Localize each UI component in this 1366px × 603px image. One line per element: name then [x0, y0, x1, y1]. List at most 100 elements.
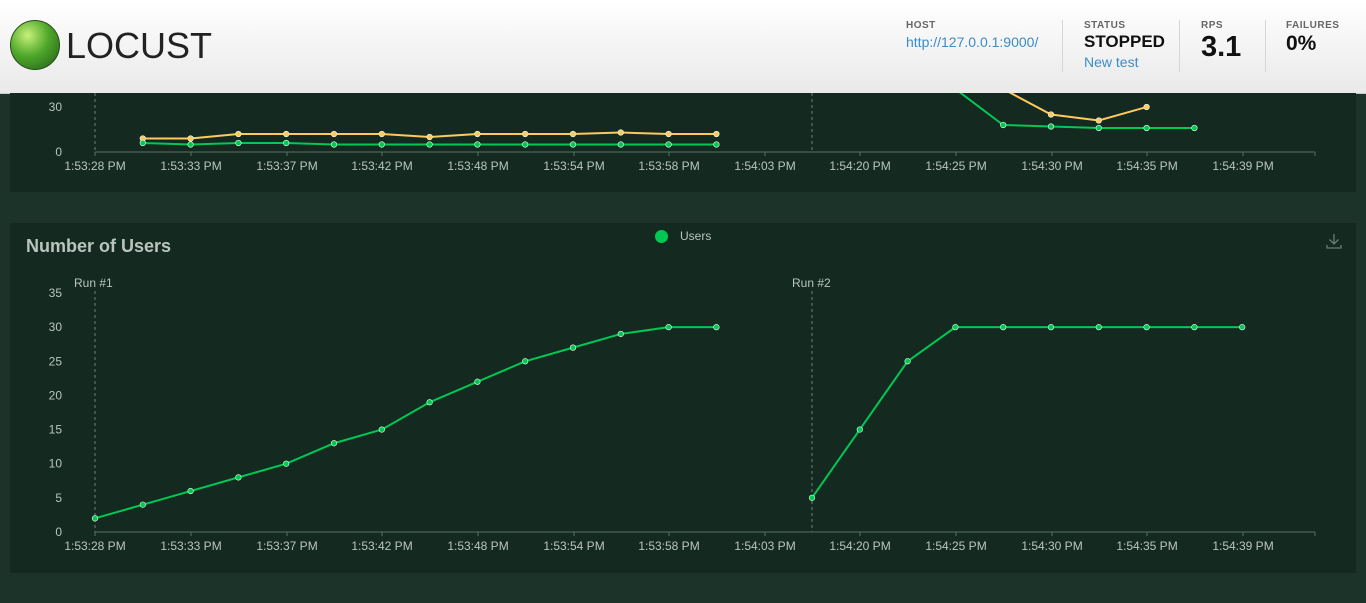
green-series-point [1095, 124, 1102, 132]
users-series-point [426, 399, 433, 406]
green-series-point [235, 139, 242, 147]
green-series-line [954, 88, 1195, 129]
users-series-point [856, 426, 863, 433]
download-icon[interactable] [1326, 233, 1342, 249]
x-tick-label: 1:54:25 PM [925, 159, 986, 173]
users-series-point [904, 358, 911, 365]
users-series-point [1143, 324, 1150, 331]
green-series-point [330, 141, 338, 148]
chart-legend[interactable]: Users [655, 229, 711, 243]
new-test-link[interactable]: New test [1084, 54, 1139, 70]
run-2-annotation: Run #2 [792, 276, 831, 290]
yellow-series-point [330, 130, 338, 138]
users-series-point [522, 358, 529, 365]
x-tick-label: 1:54:35 PM [1116, 539, 1177, 553]
failures-value: 0% [1286, 32, 1317, 55]
x-tick-label: 1:53:48 PM [447, 539, 508, 553]
y-tick-label: 30 [49, 100, 63, 114]
x-tick-label: 1:53:42 PM [351, 539, 412, 553]
yellow-series-point [713, 130, 720, 138]
x-tick-label: 1:53:28 PM [64, 159, 125, 173]
yellow-series-point [283, 130, 290, 138]
users-series-point [330, 440, 338, 447]
rps-label: RPS [1201, 20, 1224, 31]
x-tick-label: 1:54:39 PM [1212, 159, 1273, 173]
green-series-point [713, 141, 720, 148]
x-tick-label: 1:53:37 PM [256, 539, 317, 553]
host-stat: HOST http://127.0.0.1:9000/ [906, 20, 1038, 50]
users-series-point [235, 474, 242, 481]
x-tick-label: 1:54:03 PM [734, 159, 795, 173]
users-series-point [1191, 324, 1198, 331]
yellow-series-point [1143, 103, 1150, 111]
logo-text: LOCUST [66, 25, 213, 66]
yellow-series-point [187, 135, 194, 142]
green-series-point [187, 141, 194, 148]
x-tick-label: 1:54:03 PM [734, 539, 795, 553]
x-tick-label: 1:54:30 PM [1021, 159, 1082, 173]
response-chart: 0 30 1:53:28 PM 1:53:33 PM 1:53:37 PM 1:53:42… [49, 85, 1316, 173]
x-tick-label: 1:54:35 PM [1116, 159, 1177, 173]
yellow-series-point [522, 130, 529, 138]
divider [1179, 20, 1180, 72]
host-link[interactable]: http://127.0.0.1:9000/ [906, 34, 1039, 50]
yellow-series-line [1002, 88, 1147, 122]
users-chart-panel: Number of Users Users 0 5 10 15 20 25 30 35 Run … [10, 223, 1356, 573]
status-value: STOPPED [1084, 32, 1165, 51]
x-tick-label: 1:53:54 PM [543, 159, 604, 173]
green-series-point [283, 139, 290, 147]
yellow-series-point [1047, 111, 1055, 118]
green-series-point [1000, 121, 1007, 129]
x-tick-label: 1:53:58 PM [638, 159, 699, 173]
x-tick-label: 1:54:20 PM [829, 539, 890, 553]
x-tick-label: 1:53:37 PM [256, 159, 317, 173]
y-tick-label: 0 [55, 525, 62, 539]
run-1-annotation: Run #1 [74, 276, 113, 290]
yellow-series-point [235, 130, 242, 138]
y-tick-label: 20 [49, 388, 63, 402]
green-series-point [617, 141, 624, 148]
users-series-point [378, 426, 385, 433]
y-tick-label: 30 [49, 320, 63, 334]
x-tick-label: 1:53:58 PM [638, 539, 699, 553]
users-series-point [713, 324, 720, 331]
users-series-point [1000, 324, 1007, 331]
rps-value: 3.1 [1201, 31, 1242, 63]
users-series-point [187, 487, 194, 495]
x-tick-label: 1:53:48 PM [447, 159, 508, 173]
users-series-point [952, 324, 959, 331]
users-series-point [1095, 324, 1102, 331]
response-chart-panel: 0 30 1:53:28 PM 1:53:33 PM 1:53:37 PM 1:53:42… [10, 85, 1356, 192]
yellow-series-point [617, 129, 624, 136]
green-series-point [426, 141, 433, 148]
users-series-point [808, 494, 816, 501]
host-label: HOST [906, 20, 936, 31]
green-series-point [569, 141, 577, 148]
y-tick-label: 25 [49, 354, 63, 368]
green-series-point [378, 141, 385, 148]
users-series-point [139, 501, 146, 508]
status-label: STATUS [1084, 20, 1126, 31]
y-tick-label: 10 [49, 457, 63, 471]
green-series-point [1047, 123, 1055, 130]
yellow-series-point [569, 130, 577, 138]
x-tick-label: 1:53:33 PM [160, 159, 221, 173]
rps-stat: RPS 3.1 [1201, 20, 1241, 64]
green-series-point [665, 141, 672, 148]
x-tick-label: 1:53:42 PM [351, 159, 412, 173]
x-tick-label: 1:54:39 PM [1212, 539, 1273, 553]
chart-title: Number of Users [26, 236, 172, 256]
users-series-point [91, 515, 99, 522]
users-series-point [665, 324, 672, 331]
green-series-point [1143, 124, 1150, 132]
users-series-point [1239, 324, 1246, 331]
users-series-point [569, 344, 577, 351]
failures-label: FAILURES [1286, 20, 1340, 31]
x-tick-label: 1:53:28 PM [64, 539, 125, 553]
yellow-series-point [665, 130, 672, 138]
users-chart: 0 5 10 15 20 25 30 35 Run #1 Run #2 1:53:28 PM 1:53… [49, 276, 1316, 553]
status-stat: STATUS STOPPED New test [1084, 20, 1165, 70]
x-tick-label: 1:54:20 PM [829, 159, 890, 173]
failures-stat: FAILURES 0% [1286, 20, 1339, 56]
y-tick-label: 5 [55, 491, 62, 505]
